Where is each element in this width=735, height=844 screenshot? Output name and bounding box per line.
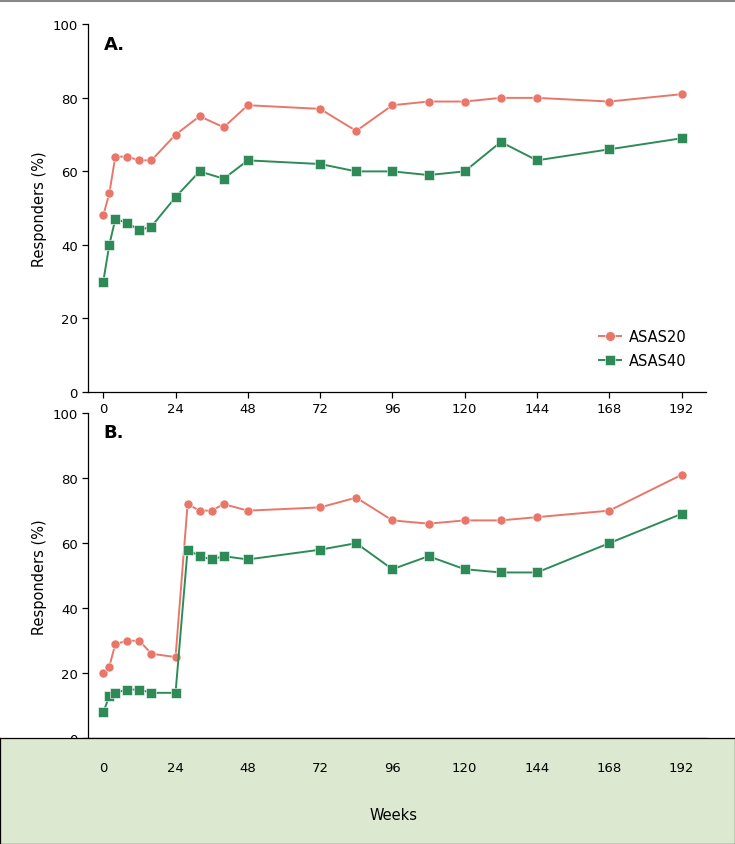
Text: 48: 48 (240, 761, 257, 775)
Text: B.: B. (104, 424, 124, 441)
Text: Weeks: Weeks (369, 807, 417, 822)
X-axis label: Weeks: Weeks (373, 421, 421, 436)
Text: A.: A. (104, 36, 125, 54)
Text: 120: 120 (452, 761, 477, 775)
Text: 24: 24 (167, 761, 184, 775)
Text: 168: 168 (597, 761, 622, 775)
Text: 0: 0 (99, 761, 107, 775)
Legend: ASAS20, ASAS40: ASAS20, ASAS40 (594, 324, 692, 374)
Y-axis label: Responders (%): Responders (%) (32, 151, 47, 267)
Text: 192: 192 (669, 761, 694, 775)
Text: 96: 96 (384, 761, 401, 775)
Text: 72: 72 (312, 761, 329, 775)
Text: 144: 144 (524, 761, 550, 775)
Y-axis label: Responders (%): Responders (%) (32, 518, 47, 634)
